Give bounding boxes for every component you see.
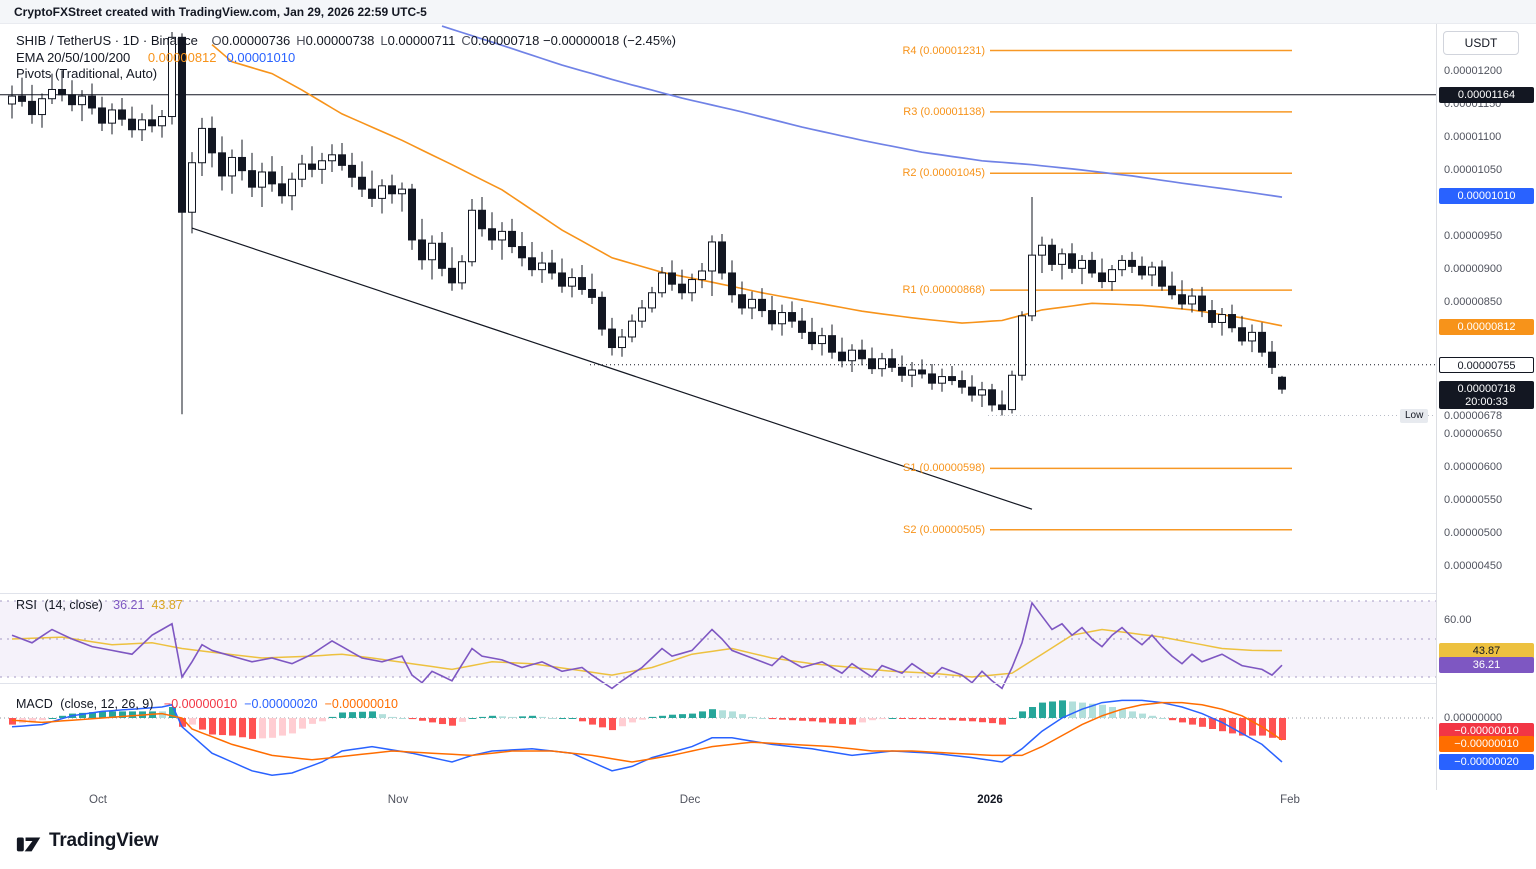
- macd-badge: −0.00000020: [1439, 754, 1534, 770]
- attribution-text: CryptoFXStreet created with TradingView.…: [14, 5, 427, 19]
- ohlc-values: O0.00000736 H0.00000738 L0.00000711 C0.0000…: [205, 33, 539, 48]
- pivot-level-label: R4 (0.00001231): [902, 44, 985, 57]
- tradingview-wordmark: TradingView: [49, 830, 159, 851]
- rsi-badge: 36.21: [1439, 657, 1534, 674]
- pivot-level-label: S1 (0.00000598): [903, 462, 985, 475]
- low-price-label: 0.00000678: [1444, 409, 1503, 422]
- price-badge: 0.00001164: [1439, 86, 1534, 103]
- pivots-indicator-label[interactable]: Pivots (Traditional, Auto): [16, 66, 158, 81]
- ohlc-value: 0.00000718: [470, 33, 540, 48]
- panel-divider: [0, 593, 1536, 594]
- macd-params: (close, 12, 26, 9): [60, 697, 154, 711]
- price-axis-label: 0.00000550: [1444, 494, 1503, 506]
- currency-tab[interactable]: USDT: [1443, 31, 1519, 55]
- price-axis-label: 0.00000950: [1444, 230, 1503, 242]
- price-axis-label: 0.00001200: [1444, 65, 1503, 77]
- ema-values: 0.00000812 0.00001010: [138, 50, 295, 65]
- ohlc-key: L: [380, 33, 388, 48]
- price-axis-label: 0.00000600: [1444, 461, 1503, 473]
- rsi-panel-header[interactable]: RSI (14, close) 36.21 43.87: [16, 598, 183, 612]
- tradingview-logo-icon: [16, 837, 41, 852]
- rsi-badge: 43.87: [1439, 642, 1534, 659]
- ohlc-value: 0.00000738: [305, 33, 375, 48]
- price-badge: 0.00000755: [1439, 356, 1534, 373]
- low-marker-tag: Low: [1400, 408, 1429, 423]
- indicator-value: 36.21: [113, 598, 145, 612]
- currency-label: USDT: [1464, 36, 1498, 50]
- price-axis[interactable]: USDT 0.00001200 0.00001150 0.00001100 0.000…: [1436, 24, 1536, 790]
- tradingview-logo[interactable]: TradingView: [16, 826, 159, 856]
- pivots-legend-row[interactable]: Pivots (Traditional, Auto): [16, 66, 161, 81]
- price-axis-label: 0.00000650: [1444, 428, 1503, 440]
- time-axis-label[interactable]: Dec: [679, 794, 701, 806]
- indicator-value: −0.00000020: [244, 697, 318, 711]
- rsi-values: 36.21 43.87: [106, 598, 183, 612]
- last-price: 0.00000718: [1457, 383, 1516, 396]
- bar-countdown: 20:00:33: [1465, 396, 1508, 409]
- macd-badge: −0.00000010: [1439, 723, 1534, 740]
- time-axis[interactable]: Oct Nov Dec 2026 Feb: [0, 790, 1536, 812]
- indicator-value: 43.87: [151, 598, 183, 612]
- price-axis-label: 0.00000900: [1444, 263, 1503, 275]
- rsi-params: (14, close): [44, 598, 103, 612]
- time-axis-label[interactable]: Nov: [387, 794, 409, 806]
- price-axis-label: 0.00001100: [1444, 131, 1502, 143]
- price-badge: 0.00001010: [1439, 188, 1534, 205]
- symbol-legend-row[interactable]: SHIB / TetherUS · 1D · Binance O0.000007…: [16, 33, 680, 48]
- price-badge: 0.00000718 20:00:33: [1439, 381, 1534, 410]
- indicator-value: −0.00000010: [163, 697, 238, 711]
- price-axis-label: 0.00001050: [1444, 164, 1503, 176]
- price-axis-label: 0.00000450: [1444, 560, 1503, 572]
- rsi-axis-label: 60.00: [1444, 614, 1472, 626]
- panel-divider: [0, 683, 1536, 684]
- pivot-level-label: R3 (0.00001138): [903, 105, 985, 118]
- price-badge: 0.00000812: [1439, 319, 1534, 336]
- ohlc-value: 0.00000711: [387, 33, 456, 48]
- price-axis-label: 0.00000500: [1444, 527, 1503, 539]
- time-axis-label[interactable]: Feb: [1280, 794, 1300, 806]
- ema-legend-row[interactable]: EMA 20/50/100/200 0.00000812 0.00001010: [16, 50, 295, 65]
- macd-panel-header[interactable]: MACD (close, 12, 26, 9) −0.00000010 −0.00…: [16, 697, 398, 711]
- change-value: −0.00000018 (−2.45%): [543, 33, 677, 48]
- indicator-value: −0.00000010: [324, 697, 398, 711]
- rsi-title[interactable]: RSI: [16, 598, 37, 612]
- time-axis-label[interactable]: 2026: [977, 794, 1003, 806]
- symbol-title[interactable]: SHIB / TetherUS · 1D · Binance: [16, 33, 198, 48]
- macd-values: −0.00000010 −0.00000020 −0.00000010: [157, 697, 398, 711]
- pivot-level-label: R1 (0.00000868): [902, 284, 985, 297]
- ohlc-key: C: [461, 33, 471, 48]
- attribution-bar: CryptoFXStreet created with TradingView.…: [0, 0, 1536, 24]
- macd-badge: −0.00000010: [1439, 736, 1534, 753]
- macd-title[interactable]: MACD: [16, 697, 53, 711]
- ohlc-key: H: [296, 33, 306, 48]
- ema-value: 0.00000812: [147, 50, 217, 65]
- macd-axis-label: 0.00000000: [1444, 712, 1503, 724]
- chart-canvas[interactable]: [0, 0, 1436, 812]
- pivot-level-label: R2 (0.00001045): [902, 167, 985, 180]
- pivot-level-label: S2 (0.00000505): [903, 523, 985, 536]
- time-axis-label[interactable]: Oct: [89, 794, 107, 806]
- ohlc-key: O: [211, 33, 222, 48]
- ema-indicator-label[interactable]: EMA 20/50/100/200: [16, 50, 131, 65]
- price-axis-label: 0.00000850: [1444, 296, 1503, 308]
- ohlc-value: 0.00000736: [221, 33, 291, 48]
- ema-value: 0.00001010: [226, 50, 296, 65]
